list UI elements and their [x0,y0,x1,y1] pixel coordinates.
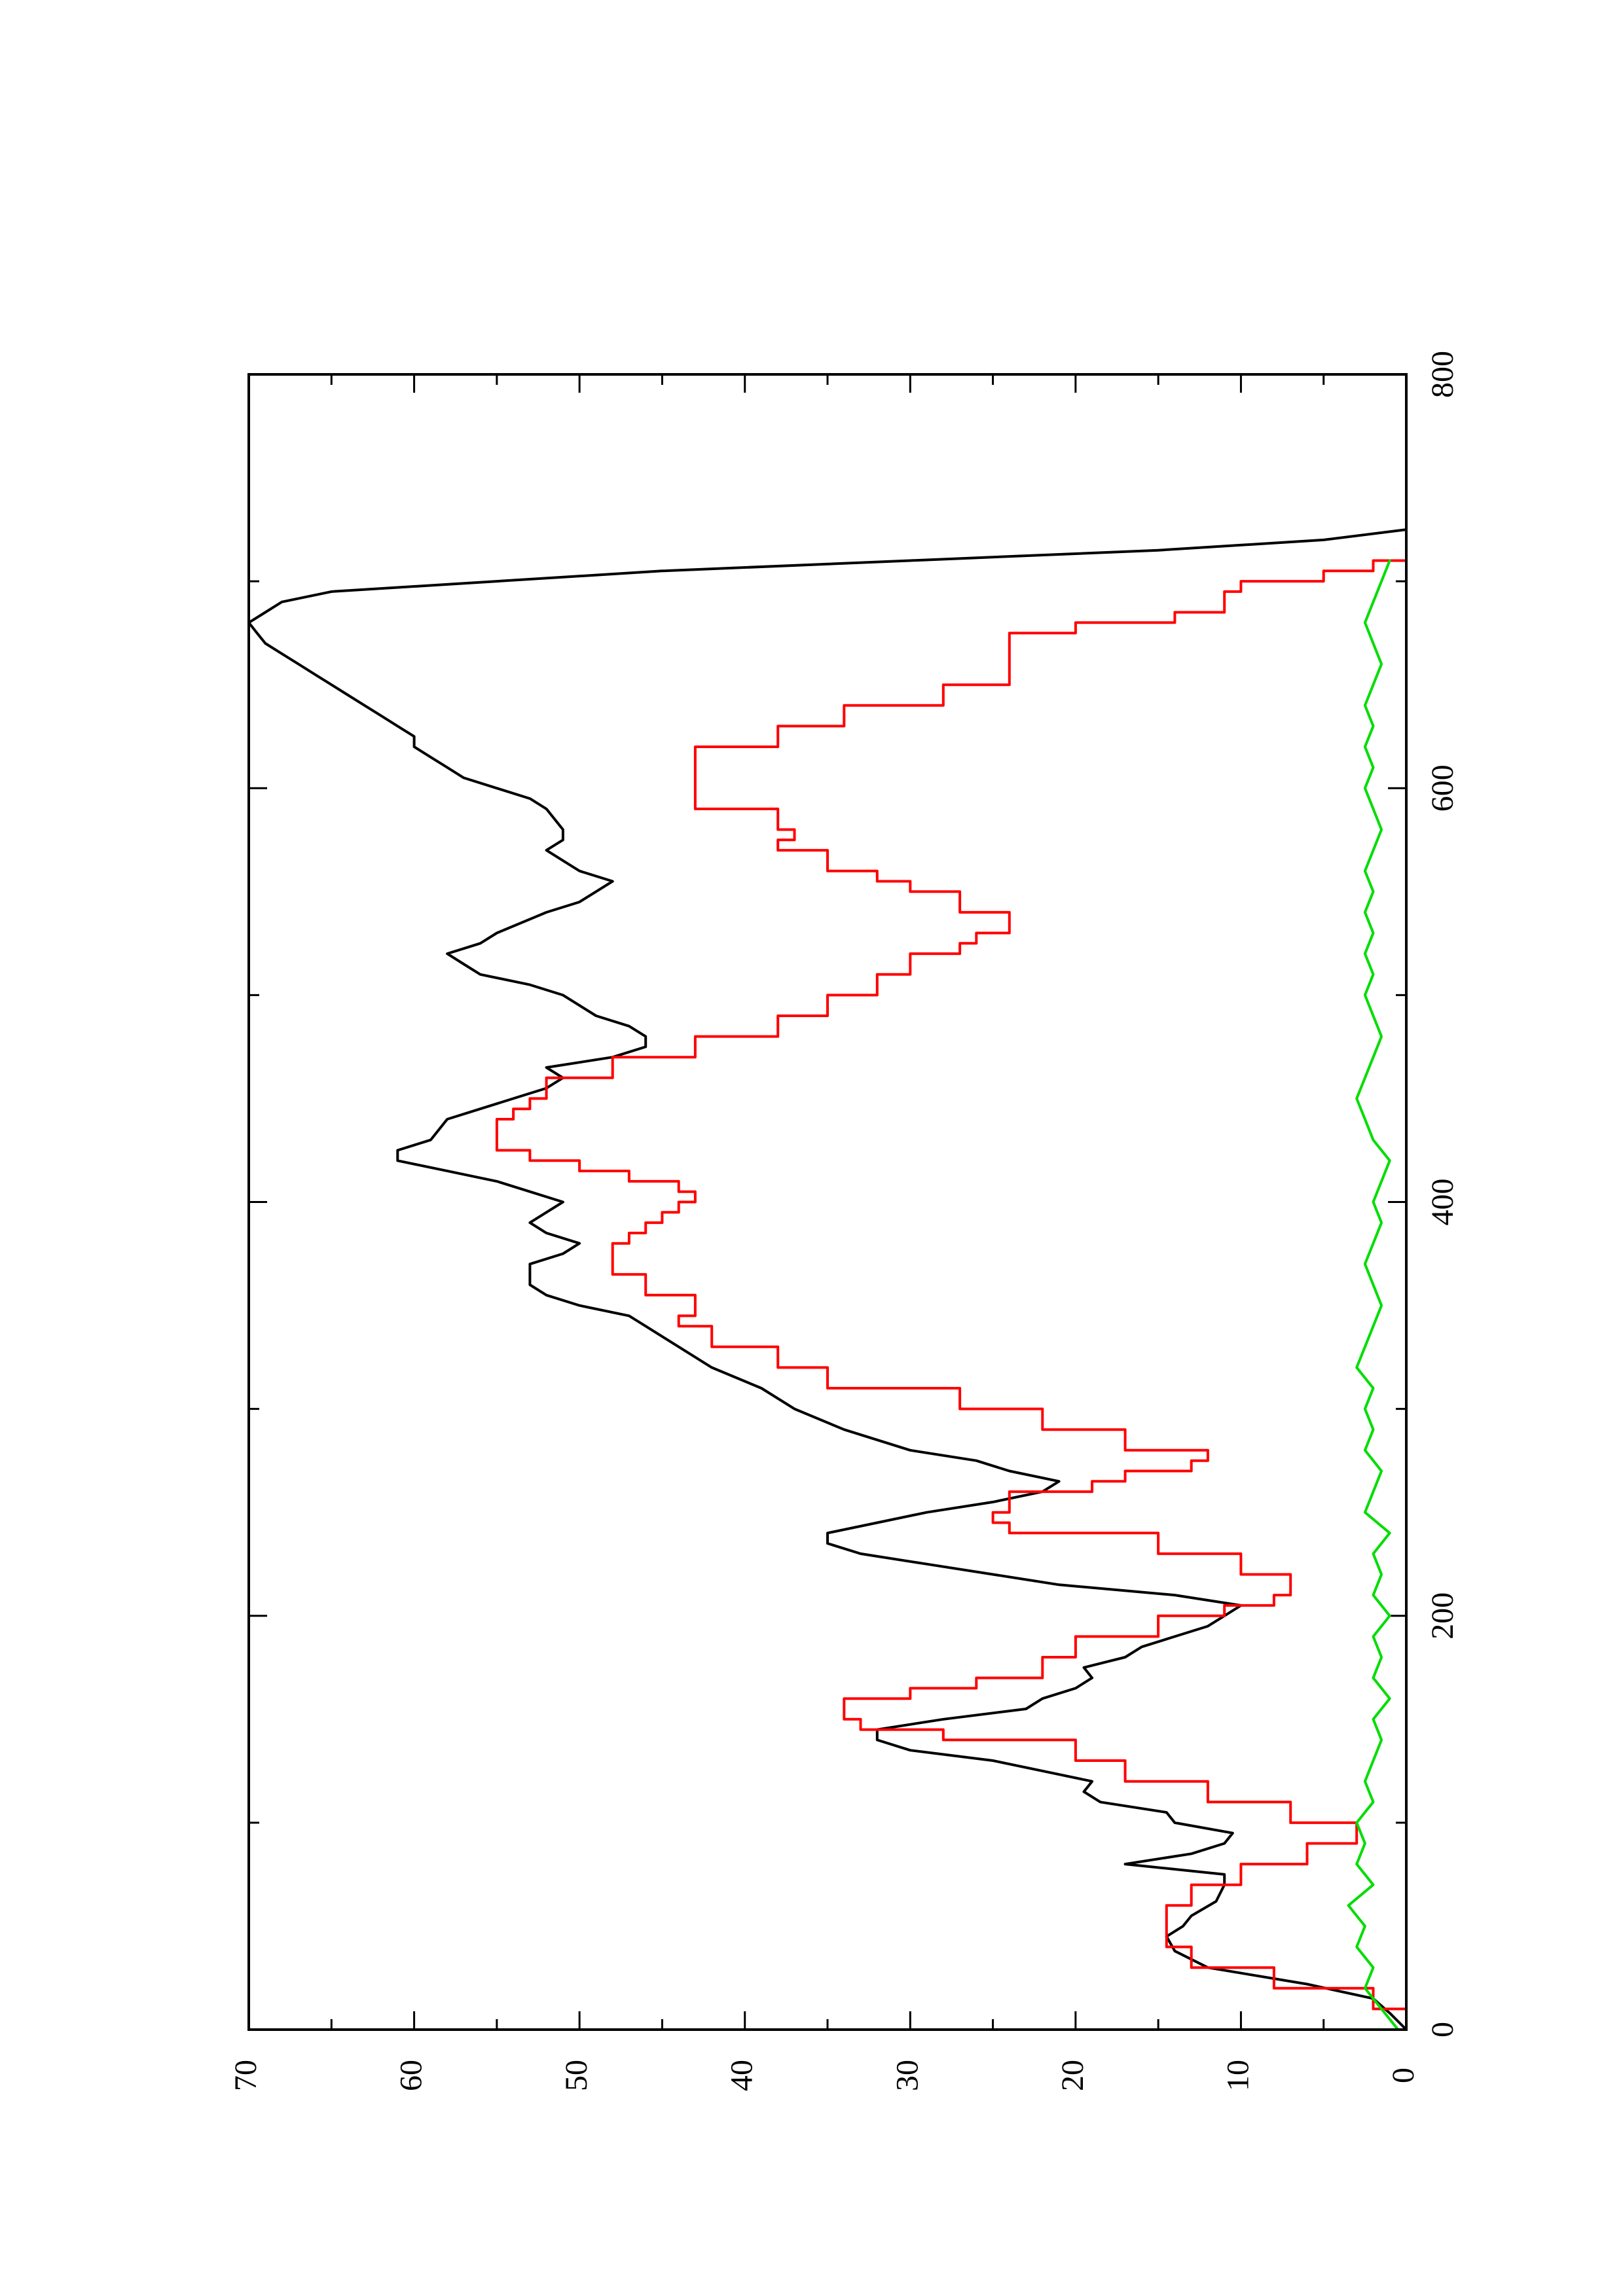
x-tick-label: 400 [1425,1179,1460,1226]
y-tick-label: 60 [394,2060,429,2091]
y-tick-label: 40 [725,2060,759,2091]
y-tick-label: 0 [1386,2068,1421,2083]
y-tick-label: 10 [1220,2060,1255,2091]
plot-frame [247,373,1408,2031]
x-tick-label: 800 [1425,351,1460,398]
x-tick-label: 200 [1425,1592,1460,1640]
y-tick-label: 30 [890,2060,924,2091]
chart-series-layer [247,528,1408,2031]
y-tick-label: 70 [228,2060,263,2091]
chart-axes: 0 200 400 600 800 0 10 20 30 40 50 60 70 [228,351,1460,2091]
x-tick-label: 0 [1425,2022,1460,2037]
series-line-3 [1347,559,1400,2031]
series-line-1 [247,528,1408,2031]
x-tick-label: 600 [1425,764,1460,812]
y-tick-label: 50 [559,2060,594,2091]
series-line-2 [495,559,1408,2031]
y-tick-label: 20 [1055,2060,1090,2091]
